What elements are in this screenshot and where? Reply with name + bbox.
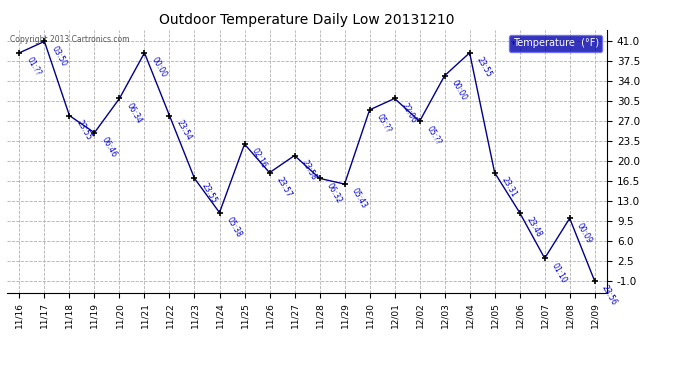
Text: 23:55: 23:55	[200, 181, 219, 205]
Text: 05:38: 05:38	[225, 215, 244, 239]
Legend: Temperature  (°F): Temperature (°F)	[509, 35, 602, 52]
Text: 23:31: 23:31	[500, 176, 519, 199]
Text: Copyright 2013 Cartronics.com: Copyright 2013 Cartronics.com	[10, 35, 130, 44]
Text: 01:??: 01:??	[25, 56, 43, 78]
Text: 23:56: 23:56	[600, 284, 619, 307]
Text: 05:43: 05:43	[350, 187, 369, 210]
Text: 05:??: 05:??	[425, 124, 443, 146]
Text: 23:55: 23:55	[75, 118, 94, 142]
Text: 06:34: 06:34	[125, 101, 144, 125]
Text: 00:00: 00:00	[150, 56, 169, 79]
Text: 23:54: 23:54	[175, 118, 194, 142]
Text: 23:58: 23:58	[300, 158, 319, 182]
Text: 06:46: 06:46	[100, 135, 119, 159]
Text: 00:00: 00:00	[450, 78, 469, 102]
Text: 23:57: 23:57	[275, 176, 294, 199]
Title: Outdoor Temperature Daily Low 20131210: Outdoor Temperature Daily Low 20131210	[159, 13, 455, 27]
Text: 05:??: 05:??	[375, 112, 393, 135]
Text: 23:48: 23:48	[525, 215, 544, 239]
Text: 00:09: 00:09	[575, 221, 594, 245]
Text: 03:50: 03:50	[50, 44, 69, 68]
Text: 22:06: 22:06	[400, 101, 419, 124]
Text: 02:16: 02:16	[250, 147, 268, 170]
Text: 06:32: 06:32	[325, 181, 344, 205]
Text: 01:10: 01:10	[550, 261, 569, 284]
Text: 23:55: 23:55	[475, 56, 494, 79]
